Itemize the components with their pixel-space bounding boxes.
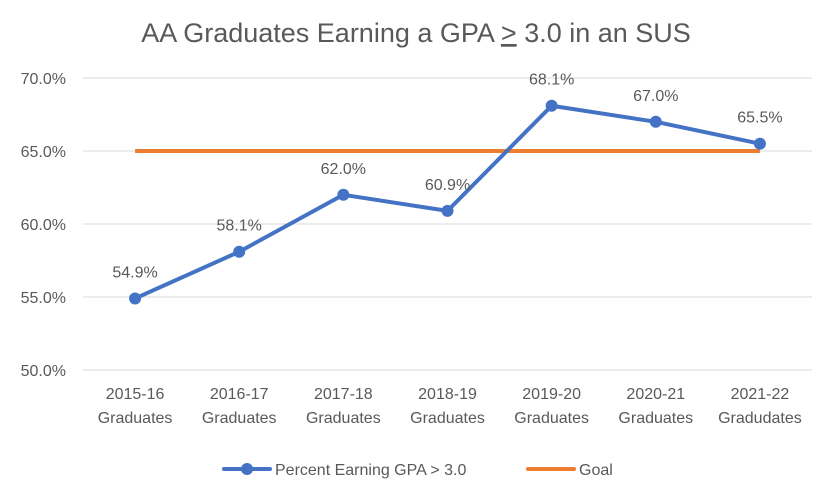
data-point	[441, 204, 454, 217]
legend-marker-percent	[241, 463, 253, 475]
x-tick-label: Graduates	[514, 410, 589, 427]
y-tick-label: 50.0%	[21, 363, 66, 380]
data-label: 60.9%	[425, 177, 470, 194]
x-tick-label: 2018-19	[418, 386, 477, 403]
data-point	[649, 115, 662, 128]
x-tick-label: Graduates	[618, 410, 693, 427]
x-tick-label: Gradudates	[718, 410, 802, 427]
chart-title: AA Graduates Earning a GPA > 3.0 in an S…	[141, 18, 691, 48]
data-label: 67.0%	[633, 88, 678, 105]
x-tick-label: 2019-20	[522, 386, 581, 403]
gridlines	[83, 77, 812, 371]
y-tick-label: 55.0%	[21, 290, 66, 307]
x-tick-label: 2020-21	[626, 386, 685, 403]
y-tick-label: 65.0%	[21, 144, 66, 161]
y-tick-label: 70.0%	[21, 71, 66, 88]
legend: Percent Earning GPA > 3.0 Goal	[222, 462, 613, 479]
data-label: 65.5%	[737, 110, 782, 127]
data-point	[337, 188, 350, 201]
data-label: 62.0%	[321, 161, 366, 178]
x-tick-label: 2016-17	[210, 386, 269, 403]
legend-label-percent: Percent Earning GPA > 3.0	[275, 462, 466, 479]
data-point	[129, 292, 142, 305]
x-tick-label: 2017-18	[314, 386, 373, 403]
x-tick-label: 2015-16	[106, 386, 165, 403]
y-axis: 50.0% 55.0% 60.0% 65.0% 70.0%	[21, 71, 66, 380]
data-label: 58.1%	[217, 218, 262, 235]
series-group: 54.9% 58.1% 62.0% 60.9% 68.1% 67.0% 65.5%	[112, 72, 783, 305]
series-line-percent	[134, 103, 761, 301]
legend-label-goal: Goal	[579, 462, 613, 479]
x-tick-label: Graduates	[410, 410, 485, 427]
x-tick-label: Graduates	[306, 410, 381, 427]
data-point	[753, 137, 766, 150]
data-label: 54.9%	[112, 264, 157, 281]
y-tick-label: 60.0%	[21, 217, 66, 234]
x-axis: 2015-16 Graduates 2016-17 Graduates 2017-18 G…	[98, 386, 802, 427]
x-tick-label: 2021-22	[731, 386, 790, 403]
data-point	[545, 99, 558, 112]
data-point	[233, 245, 246, 258]
x-tick-label: Graduates	[202, 410, 277, 427]
x-tick-label: Graduates	[98, 410, 173, 427]
data-label: 68.1%	[529, 72, 574, 89]
